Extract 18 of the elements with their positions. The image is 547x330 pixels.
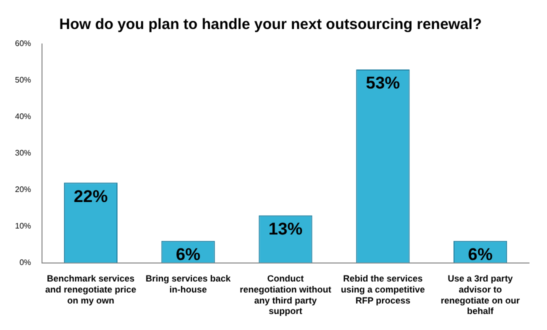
x-tick-label: Conduct renegotiation without any third party support [240, 274, 332, 316]
y-tick-label: 0% [19, 258, 32, 268]
data-label: 53% [366, 74, 400, 93]
y-tick-label: 10% [14, 222, 32, 231]
data-label: 13% [268, 220, 303, 239]
data-label: 6% [468, 245, 493, 264]
y-tick-label: 20% [14, 185, 32, 194]
x-tick-label: Bring services back in-house [146, 274, 232, 294]
x-tick-label: Benchmark services and renegotiate price on my own [45, 274, 136, 306]
y-tick-label: 50% [14, 76, 32, 85]
x-tick-label: Use a 3rd party advisor to renegotiate on our behalf [440, 274, 520, 316]
data-label: 6% [176, 245, 200, 264]
y-tick-label: 60% [14, 39, 32, 48]
chart-title: How do you plan to handle your next outsourcing renewal? [59, 16, 482, 34]
x-tick-label: Rebid the services using a competitive RFP process [340, 274, 425, 306]
data-label: 22% [74, 186, 108, 206]
y-tick-label: 30% [14, 148, 32, 158]
y-tick-label: 40% [14, 112, 32, 122]
